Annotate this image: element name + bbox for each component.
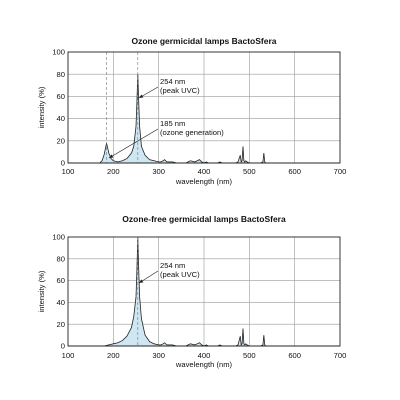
x-tick-label: 400 xyxy=(198,167,211,176)
y-tick-label: 0 xyxy=(61,342,65,351)
x-tick-label: 500 xyxy=(243,167,256,176)
y-tick-label: 100 xyxy=(52,48,65,57)
x-tick-label: 100 xyxy=(62,167,75,176)
x-tick-label: 600 xyxy=(288,351,301,360)
y-axis-label: intensity (%) xyxy=(37,86,46,128)
x-tick-label: 100 xyxy=(62,351,75,360)
y-tick-label: 40 xyxy=(57,114,65,123)
y-tick-label: 40 xyxy=(57,298,65,307)
x-tick-label: 700 xyxy=(334,351,347,360)
x-tick-label: 300 xyxy=(152,167,165,176)
y-tick-label: 80 xyxy=(57,254,65,263)
y-tick-label: 20 xyxy=(57,136,65,145)
plot-frame xyxy=(67,51,341,164)
y-tick-label: 100 xyxy=(52,233,65,242)
x-axis-label: wavelength (nm) xyxy=(175,177,233,186)
y-tick-label: 20 xyxy=(57,320,65,329)
x-tick-label: 400 xyxy=(198,351,211,360)
y-axis-label: intensity (%) xyxy=(37,270,46,312)
x-tick-label: 600 xyxy=(288,167,301,176)
plot-frame xyxy=(67,236,341,347)
annotation-text: 254 nm xyxy=(160,261,185,270)
chart-title: Ozone-free germicidal lamps BactoSfera xyxy=(122,214,286,224)
chart-title: Ozone germicidal lamps BactoSfera xyxy=(131,36,276,46)
y-tick-label: 80 xyxy=(57,70,65,79)
chart-2: Ozone-free germicidal lamps BactoSfera 10… xyxy=(37,214,346,369)
x-tick-label: 500 xyxy=(243,351,256,360)
y-tick-label: 60 xyxy=(57,92,65,101)
annotation-text: (peak UVC) xyxy=(160,86,200,95)
annotation-leader xyxy=(108,128,159,159)
y-tick-label: 60 xyxy=(57,276,65,285)
x-tick-label: 200 xyxy=(107,351,120,360)
x-tick-label: 700 xyxy=(334,167,347,176)
annotation-arrowhead xyxy=(139,94,144,98)
annotation-arrowhead xyxy=(139,279,144,283)
annotation: 185 nm(ozone generation) xyxy=(108,119,224,159)
y-tick-label: 0 xyxy=(61,159,65,168)
annotation-arrowhead xyxy=(109,154,114,158)
annotation-text: (peak UVC) xyxy=(160,270,200,279)
x-tick-label: 200 xyxy=(107,167,120,176)
x-axis-label: wavelength (nm) xyxy=(175,360,233,369)
annotation-text: (ozone generation) xyxy=(160,128,224,137)
x-tick-label: 300 xyxy=(152,351,165,360)
annotation: 254 nm(peak UVC) xyxy=(138,261,200,284)
annotation: 254 nm(peak UVC) xyxy=(138,77,200,99)
annotation-text: 185 nm xyxy=(160,119,185,128)
annotation-text: 254 nm xyxy=(160,77,185,86)
